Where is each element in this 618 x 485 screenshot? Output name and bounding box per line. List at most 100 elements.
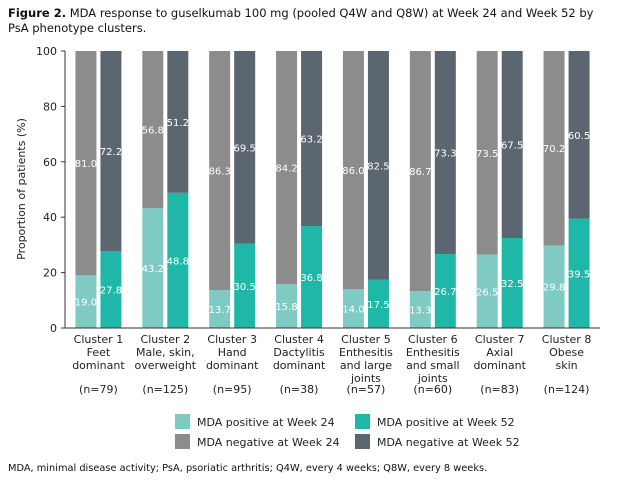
- y-axis-label: Proportion of patients (%): [15, 118, 28, 260]
- bar-mda-negative-week52: [301, 51, 323, 227]
- x-tick-label: joints: [350, 372, 381, 385]
- data-label-negative: 73.3: [434, 149, 456, 160]
- legend-swatch: [175, 414, 190, 429]
- bar-mda-negative-week24: [543, 51, 565, 246]
- bar-mda-positive-week52: [301, 226, 323, 328]
- x-tick-sample-size: (n=57): [347, 383, 386, 396]
- bar-mda-negative-week24: [476, 51, 498, 255]
- bar-mda-positive-week52: [434, 254, 456, 328]
- bar-mda-negative-week24: [142, 51, 164, 209]
- data-label-positive: 17.5: [367, 300, 389, 311]
- data-label-positive: 19.0: [75, 298, 97, 309]
- data-label-positive: 15.8: [275, 302, 297, 313]
- bar-mda-positive-week24: [409, 291, 431, 328]
- y-tick-label: 80: [43, 100, 57, 113]
- x-tick-sample-size: (n=60): [413, 383, 452, 396]
- data-label-negative: 70.2: [543, 144, 565, 155]
- data-label-positive: 43.2: [142, 264, 164, 275]
- x-tick-sample-size: (n=95): [213, 383, 252, 396]
- legend-label: MDA negative at Week 24: [197, 436, 340, 449]
- bar-mda-negative-week24: [209, 51, 231, 291]
- data-label-positive: 48.8: [167, 256, 189, 267]
- bar-mda-positive-week24: [142, 208, 164, 328]
- bars: 19.0 81.0 27.8 72.2 43.2 56.8 48.8 51.2 13.7 86.3…: [75, 51, 590, 328]
- bar-mda-positive-week52: [367, 279, 389, 328]
- x-tick-label: joints: [417, 372, 448, 385]
- bar-mda-positive-week52: [568, 218, 590, 328]
- bar-mda-positive-week24: [276, 284, 298, 328]
- x-tick-sample-size: (n=83): [480, 383, 519, 396]
- bar-mda-negative-week52: [568, 51, 590, 219]
- bar-mda-negative-week52: [234, 51, 256, 244]
- x-tick-sample-size: (n=125): [142, 383, 188, 396]
- bar-mda-positive-week52: [501, 237, 523, 328]
- data-label-negative: 67.5: [501, 140, 523, 151]
- data-label-negative: 81.0: [75, 159, 97, 170]
- bar-mda-positive-week24: [209, 290, 231, 328]
- bar-mda-positive-week24: [342, 289, 364, 328]
- data-label-positive: 26.7: [434, 287, 456, 298]
- data-label-positive: 14.0: [342, 305, 364, 316]
- x-tick-label: dominant: [273, 359, 326, 372]
- data-label-positive: 13.3: [409, 306, 431, 317]
- x-tick-label: Enthesitis: [406, 346, 460, 359]
- x-tick-label: Cluster 3: [207, 333, 257, 346]
- x-tick-label: overweight: [135, 359, 197, 372]
- x-tick-label: Cluster 5: [341, 333, 391, 346]
- legend-swatch: [355, 414, 370, 429]
- x-tick-label: Cluster 2: [141, 333, 191, 346]
- data-label-negative: 84.2: [275, 164, 297, 175]
- x-tick-label: Obese: [549, 346, 584, 359]
- x-tick-label: Axial: [486, 346, 513, 359]
- legend-label: MDA negative at Week 52: [377, 436, 520, 449]
- x-tick-label: Cluster 4: [274, 333, 324, 346]
- data-label-negative: 86.0: [342, 166, 364, 177]
- data-label-positive: 26.5: [476, 287, 498, 298]
- bar-mda-negative-week24: [409, 51, 431, 292]
- x-tick-label: Hand: [218, 346, 247, 359]
- x-tick-label: Cluster 7: [475, 333, 525, 346]
- x-tick-sample-size: (n=124): [544, 383, 590, 396]
- x-tick-label: Cluster 6: [408, 333, 458, 346]
- data-label-positive: 36.8: [300, 273, 322, 284]
- y-tick-label: 100: [36, 45, 57, 58]
- data-label-negative: 73.5: [476, 149, 498, 160]
- data-label-positive: 13.7: [209, 305, 231, 316]
- bar-mda-positive-week24: [75, 275, 97, 328]
- y-tick-label: 40: [43, 211, 57, 224]
- x-tick-label: dominant: [72, 359, 125, 372]
- x-tick-label: Male, skin,: [136, 346, 195, 359]
- bar-mda-negative-week52: [167, 51, 189, 193]
- data-label-positive: 27.8: [100, 285, 122, 296]
- bar-mda-negative-week52: [367, 51, 389, 280]
- bar-mda-positive-week24: [476, 254, 498, 328]
- y-tick-label: 0: [50, 322, 57, 335]
- legend-swatch: [355, 434, 370, 449]
- bar-mda-negative-week24: [342, 51, 364, 290]
- data-label-positive: 30.5: [234, 282, 256, 293]
- figure-caption: Figure 2. MDA response to guselkumab 100…: [8, 6, 608, 36]
- data-label-negative: 63.2: [300, 135, 322, 146]
- bar-mda-positive-week52: [234, 243, 256, 328]
- x-tick-label: skin: [555, 359, 577, 372]
- footnote: MDA, minimal disease activity; PsA, psor…: [8, 463, 488, 474]
- bar-mda-negative-week52: [434, 51, 456, 255]
- bar-mda-positive-week52: [100, 250, 122, 328]
- data-label-negative: 51.2: [167, 118, 189, 129]
- x-tick-label: Feet: [87, 346, 111, 359]
- data-label-negative: 60.5: [568, 131, 590, 142]
- data-label-negative: 72.2: [100, 147, 122, 158]
- bar-mda-negative-week24: [75, 51, 97, 276]
- bar-mda-positive-week24: [543, 245, 565, 328]
- x-tick-label: Enthesitis: [339, 346, 393, 359]
- legend-swatch: [175, 434, 190, 449]
- legend-label: MDA positive at Week 24: [197, 416, 335, 429]
- data-label-negative: 69.5: [234, 143, 256, 154]
- y-tick-label: 20: [43, 267, 57, 280]
- x-tick-sample-size: (n=38): [280, 383, 319, 396]
- y-axis: 0 20 40 60 80 100: [36, 45, 66, 335]
- figure-caption-text: MDA response to guselkumab 100 mg (poole…: [8, 6, 594, 35]
- y-tick-label: 60: [43, 156, 57, 169]
- x-tick-label: and small: [406, 359, 460, 372]
